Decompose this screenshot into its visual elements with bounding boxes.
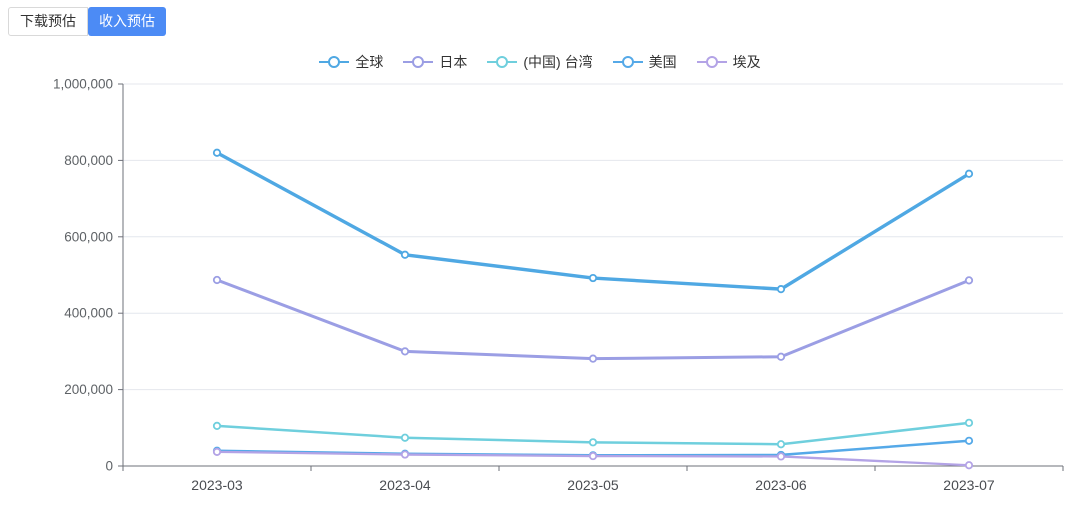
series-line-global xyxy=(215,151,971,291)
chart-legend: 全球 日本 (中国) 台湾 美国 埃及 xyxy=(0,52,1080,72)
x-axis-category-label: 2023-05 xyxy=(567,477,619,493)
y-axis-tick-label: 800,000 xyxy=(64,153,113,168)
data-point-global-2023-03[interactable] xyxy=(212,148,222,157)
x-axis-category-label: 2023-03 xyxy=(191,477,243,493)
y-axis-tick-label: 1,000,000 xyxy=(53,77,113,92)
data-point-taiwan-china-2023-06[interactable] xyxy=(776,440,786,449)
x-axis-category-label: 2023-07 xyxy=(943,477,995,493)
x-axis-category-label: 2023-04 xyxy=(379,477,431,493)
data-point-japan-2023-05[interactable] xyxy=(588,354,598,363)
data-point-taiwan-china-2023-03[interactable] xyxy=(212,421,222,430)
legend-label: 美国 xyxy=(648,54,677,70)
legend-item-japan[interactable]: 日本 xyxy=(403,52,467,72)
data-point-taiwan-china-2023-07[interactable] xyxy=(964,418,974,427)
legend-item-usa[interactable]: 美国 xyxy=(612,52,677,72)
legend-marker-icon xyxy=(319,56,350,68)
legend-marker-icon xyxy=(487,56,518,68)
legend-item-taiwan-china[interactable]: (中国) 台湾 xyxy=(487,52,593,72)
legend-marker-icon xyxy=(403,56,434,68)
legend-item-egypt[interactable]: 埃及 xyxy=(696,52,761,72)
legend-label: 全球 xyxy=(355,54,384,70)
data-point-taiwan-china-2023-04[interactable] xyxy=(400,433,410,442)
estimate-tabbar: 下载预估 收入预估 xyxy=(8,7,166,36)
data-point-japan-2023-06[interactable] xyxy=(776,352,786,361)
data-point-usa-2023-07[interactable] xyxy=(964,436,974,445)
y-axis-tick-label: 400,000 xyxy=(64,306,113,321)
y-axis-tick-label: 200,000 xyxy=(64,382,113,397)
y-axis-tick-label: 0 xyxy=(105,459,113,474)
data-point-global-2023-07[interactable] xyxy=(964,169,974,178)
data-point-egypt-2023-04[interactable] xyxy=(400,450,410,459)
data-point-taiwan-china-2023-05[interactable] xyxy=(588,438,598,447)
data-point-egypt-2023-05[interactable] xyxy=(588,451,598,461)
tab-revenue-estimate[interactable]: 收入预估 xyxy=(88,7,166,36)
data-point-egypt-2023-07[interactable] xyxy=(964,461,974,470)
series-line-japan xyxy=(215,278,971,361)
legend-label: (中国) 台湾 xyxy=(523,54,593,70)
data-point-japan-2023-03[interactable] xyxy=(212,275,222,285)
data-point-egypt-2023-06[interactable] xyxy=(776,452,786,461)
legend-item-global[interactable]: 全球 xyxy=(319,52,383,72)
legend-marker-icon xyxy=(612,56,643,68)
legend-label: 日本 xyxy=(439,54,468,70)
data-point-egypt-2023-03[interactable] xyxy=(212,447,222,456)
tab-download-estimate[interactable]: 下载预估 xyxy=(8,7,88,36)
legend-marker-icon xyxy=(696,56,727,68)
x-axis-category-label: 2023-06 xyxy=(755,477,807,493)
data-point-japan-2023-04[interactable] xyxy=(400,347,410,356)
legend-label: 埃及 xyxy=(732,54,761,70)
data-point-global-2023-05[interactable] xyxy=(588,273,598,283)
y-axis-tick-label: 600,000 xyxy=(64,229,113,244)
data-point-global-2023-04[interactable] xyxy=(400,250,410,259)
data-point-global-2023-06[interactable] xyxy=(776,285,786,294)
data-point-japan-2023-07[interactable] xyxy=(964,276,974,285)
